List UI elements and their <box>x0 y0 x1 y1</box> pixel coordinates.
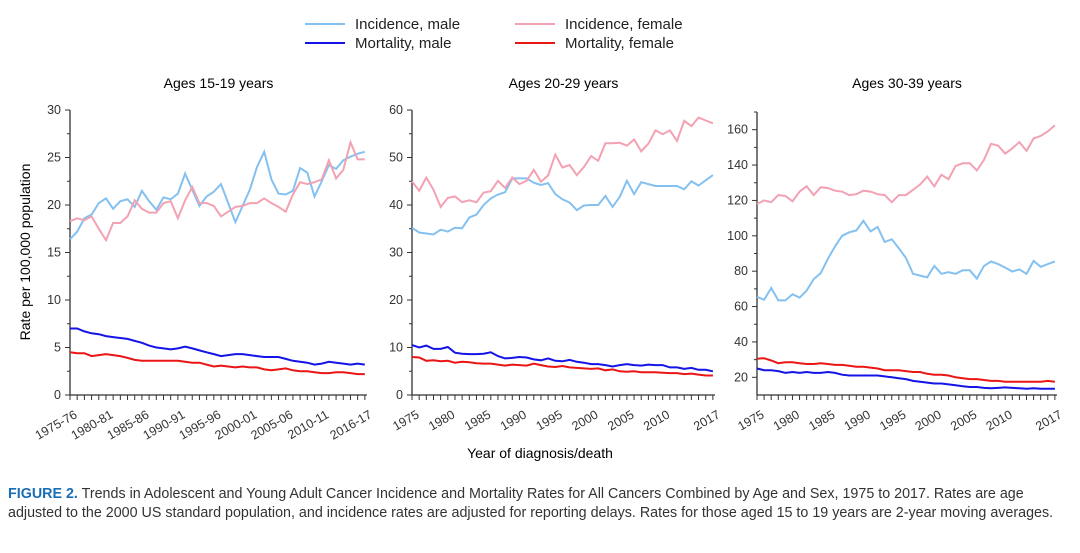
x-tick-label: 1990 <box>842 407 873 433</box>
x-axis-label: Year of diagnosis/death <box>467 445 613 461</box>
y-tick-label: 120 <box>727 193 748 207</box>
x-tick-label: 2005 <box>605 407 636 433</box>
panel-title: Ages 20-29 years <box>509 75 619 91</box>
caption-label: FIGURE 2. <box>8 486 78 502</box>
x-tick-label: 1975 <box>735 407 766 433</box>
x-tick-label: 2005 <box>948 407 979 433</box>
series-line-mortality-female <box>411 356 713 377</box>
x-tick-label: 1975 <box>390 407 421 433</box>
series-line-incidence-male <box>69 148 366 240</box>
y-tick-label: 20 <box>389 293 403 307</box>
x-tick-label: 2000 <box>913 407 944 433</box>
y-tick-label: 0 <box>54 388 61 402</box>
y-tick-label: 10 <box>47 293 61 307</box>
x-tick-label: 2000 <box>569 407 600 433</box>
x-tick-label: 2005-06 <box>249 407 296 442</box>
y-tick-label: 10 <box>389 341 403 355</box>
series-line-mortality-female <box>756 357 1056 383</box>
caption-text: Trends in Adolescent and Young Adult Can… <box>8 486 1054 521</box>
y-tick-label: 80 <box>734 264 748 278</box>
x-tick-label: 1990 <box>498 407 529 433</box>
legend-label: Mortality, female <box>565 35 674 52</box>
series-line-mortality-female <box>69 351 365 376</box>
x-tick-label: 2016-17 <box>328 407 375 442</box>
x-tick-label: 1980 <box>426 407 457 433</box>
y-tick-label: 60 <box>734 300 748 314</box>
y-tick-label: 50 <box>389 151 403 165</box>
y-tick-label: 0 <box>396 388 403 402</box>
y-tick-label: 30 <box>47 103 61 117</box>
panel-title: Ages 30-39 years <box>852 75 962 91</box>
y-tick-label: 15 <box>47 246 61 260</box>
y-tick-label: 20 <box>47 198 61 212</box>
x-tick-label: 2010 <box>641 407 672 433</box>
y-tick-label: 5 <box>54 341 61 355</box>
series-line-incidence-female <box>411 116 714 209</box>
y-tick-label: 20 <box>734 370 748 384</box>
legend-label: Incidence, female <box>565 16 683 33</box>
x-tick-label: 1980 <box>771 407 802 433</box>
legend-label: Incidence, male <box>355 16 460 33</box>
x-tick-label: 2010-11 <box>285 407 331 442</box>
series-line-incidence-female <box>756 124 1056 205</box>
x-tick-label: 1985 <box>806 407 837 433</box>
series-line-incidence-male <box>756 219 1056 302</box>
x-tick-label: 2017 <box>1033 407 1064 433</box>
y-tick-label: 25 <box>47 151 61 165</box>
series-line-incidence-female <box>69 139 365 243</box>
y-tick-label: 40 <box>389 198 403 212</box>
y-tick-label: 30 <box>389 246 403 260</box>
x-tick-label: 1995 <box>534 407 565 433</box>
y-tick-label: 60 <box>389 103 403 117</box>
figure-caption: FIGURE 2. Trends in Adolescent and Young… <box>8 485 1074 523</box>
x-tick-label: 2017 <box>691 407 722 433</box>
series-line-mortality-male <box>756 367 1055 390</box>
y-tick-label: 40 <box>734 335 748 349</box>
y-axis-label: Rate per 100,000 population <box>17 164 33 341</box>
legend-label: Mortality, male <box>355 35 451 52</box>
x-tick-label: 1995 <box>877 407 908 433</box>
y-tick-label: 140 <box>727 158 748 172</box>
y-tick-label: 160 <box>727 123 748 137</box>
x-tick-label: 2010 <box>984 407 1015 433</box>
panel-title: Ages 15-19 years <box>164 75 274 91</box>
y-tick-label: 100 <box>727 229 748 243</box>
x-tick-label: 1985 <box>462 407 493 433</box>
series-line-mortality-male <box>70 327 365 366</box>
series-line-incidence-male <box>411 174 714 236</box>
chart: Incidence, male Incidence, female Mortalit… <box>17 16 1064 461</box>
series-line-mortality-male <box>411 344 714 373</box>
